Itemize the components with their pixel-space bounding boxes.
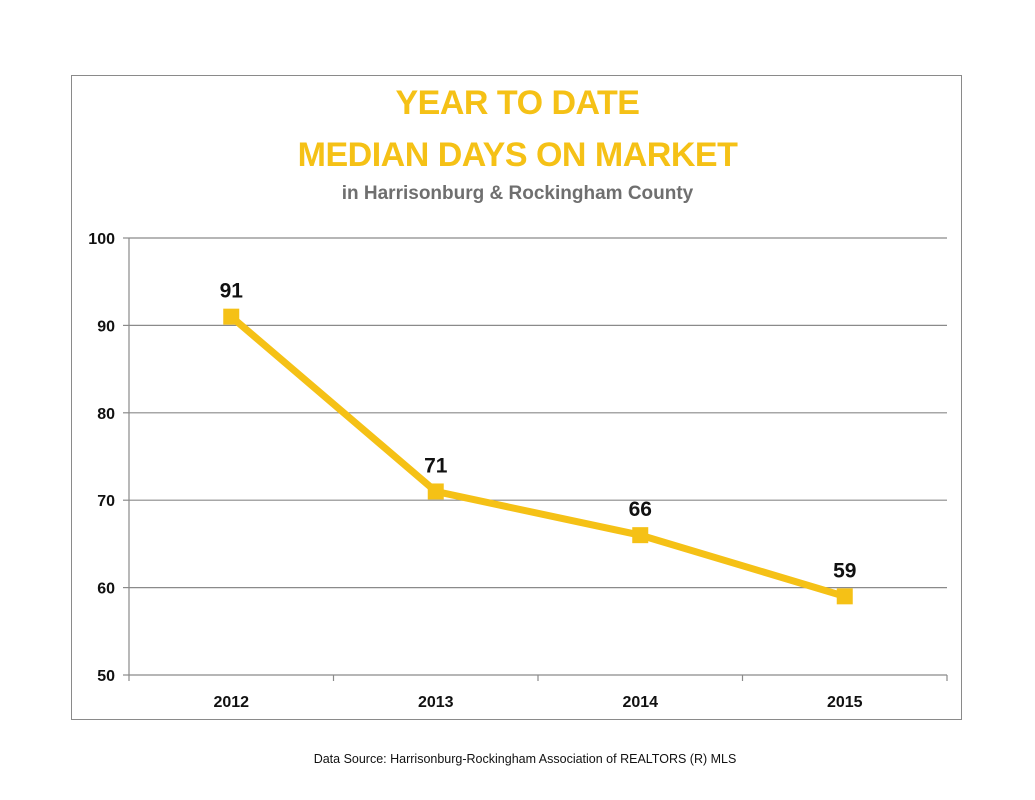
data-label-2013: 71 xyxy=(424,454,448,477)
data-label-2012: 91 xyxy=(220,280,244,303)
chart-subtitle: in Harrisonburg & Rockingham County xyxy=(341,183,694,204)
data-marker-2014 xyxy=(632,527,649,544)
data-marker-2012 xyxy=(223,308,240,325)
labels: 50 60 70 80 90 100 2012 2013 2014 2015 91 71 66 59 xyxy=(88,231,862,711)
chart-title-line-2: MEDIAN DAYS ON MARKET xyxy=(297,136,738,174)
y-tick-label-100: 100 xyxy=(88,231,115,248)
y-tick-label-80: 80 xyxy=(97,406,115,423)
x-tick-label-2012: 2012 xyxy=(213,694,249,711)
gridlines xyxy=(129,237,947,676)
y-tick-label-60: 60 xyxy=(97,581,115,598)
data-marker-2015 xyxy=(836,588,853,605)
x-tick-label-2013: 2013 xyxy=(418,694,454,711)
x-tick-label-2015: 2015 xyxy=(827,694,863,711)
data-label-2015: 59 xyxy=(833,559,856,582)
series xyxy=(223,308,853,605)
chart-title-line-1: YEAR TO DATE xyxy=(395,84,641,122)
chart-frame xyxy=(71,75,962,720)
data-label-2014: 66 xyxy=(629,498,652,521)
y-tick-label-70: 70 xyxy=(97,493,115,510)
x-tick-label-2014: 2014 xyxy=(622,694,658,711)
series-line xyxy=(227,313,849,600)
data-marker-2013 xyxy=(427,483,444,500)
y-tick-label-50: 50 xyxy=(97,668,115,685)
data-source-note: Data Source: Harrisonburg-Rockingham Ass… xyxy=(313,752,737,766)
y-tick-label-90: 90 xyxy=(97,318,115,335)
axes xyxy=(123,237,948,681)
